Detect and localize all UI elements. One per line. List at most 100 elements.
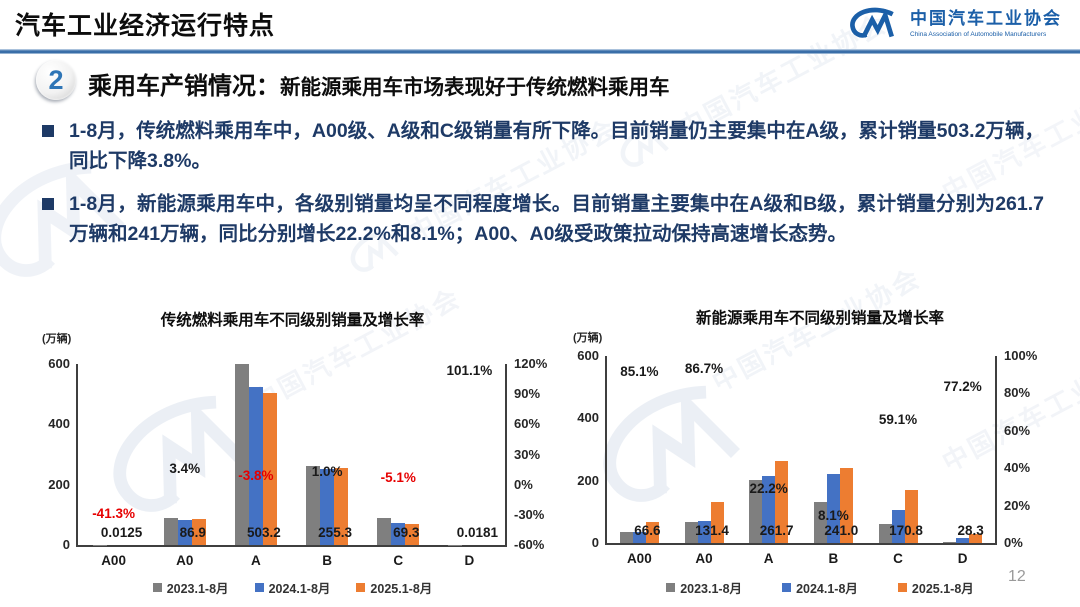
bar-2023.1-8月 bbox=[619, 531, 633, 543]
bar-value-label: 0.0125 bbox=[100, 525, 143, 540]
x-axis-label: D bbox=[957, 551, 968, 566]
y-axis-tick: 200 bbox=[577, 472, 599, 488]
pct-axis-tick: 60% bbox=[1004, 422, 1031, 438]
bar-value-label: 69.3 bbox=[393, 525, 420, 540]
axis-unit-label: (万辆) bbox=[42, 333, 72, 345]
chart-title: 新能源乘用车不同级别销量及增长率 bbox=[695, 310, 944, 327]
bar-value-label: 170.8 bbox=[889, 523, 923, 538]
bar-2024.1-8月 bbox=[391, 522, 406, 545]
x-axis-label: C bbox=[893, 551, 903, 566]
legend-item: 2025.1-8月 bbox=[356, 578, 432, 597]
bar-2023.1-8月 bbox=[684, 522, 698, 543]
legend-item: 2023.1-8月 bbox=[666, 578, 742, 597]
bar-value-label: 261.7 bbox=[759, 523, 794, 538]
pct-axis-tick: 120% bbox=[514, 356, 548, 371]
growth-rate-label: 1.0% bbox=[311, 463, 343, 479]
growth-rate-label: -3.8% bbox=[238, 468, 274, 484]
legend-swatch bbox=[782, 583, 792, 592]
bar-2023.1-8月 bbox=[813, 502, 827, 543]
pct-axis-tick: 80% bbox=[1004, 385, 1031, 401]
y-axis-tick: 600 bbox=[48, 356, 70, 371]
bar-2025.1-8月 bbox=[710, 502, 724, 543]
growth-rate-label: 86.7% bbox=[684, 360, 724, 376]
x-axis-label: A00 bbox=[101, 553, 126, 568]
bar-2024.1-8月 bbox=[632, 531, 646, 543]
bar-2025.1-8月 bbox=[262, 393, 277, 545]
bar-2024.1-8月 bbox=[320, 468, 335, 545]
legend-swatch bbox=[666, 583, 676, 592]
legend-swatch bbox=[897, 583, 907, 592]
bar-2025.1-8月 bbox=[191, 518, 206, 545]
pct-axis-tick: 40% bbox=[1004, 460, 1031, 476]
page-title: 汽车工业经济运行特点 bbox=[15, 12, 276, 40]
bar-value-label: 255.3 bbox=[318, 525, 352, 540]
growth-rate-label: -5.1% bbox=[380, 469, 416, 485]
bar-2023.1-8月 bbox=[306, 465, 321, 545]
plot-area bbox=[76, 364, 507, 547]
x-axis-label: A00 bbox=[626, 551, 652, 566]
bullet-item-1: 1-8月，传统燃料乘用车中，A00级、A级和C级销量有所下降。目前销量仍主要集中… bbox=[42, 116, 1044, 176]
legend-label: 2025.1-8月 bbox=[370, 582, 433, 596]
bar-2025.1-8月 bbox=[405, 524, 420, 545]
logo-en-text: China Association of Automobile Manufact… bbox=[910, 30, 1047, 38]
section-title: 乘用车产销情况： bbox=[88, 73, 280, 100]
bar-2023.1-8月 bbox=[878, 524, 892, 543]
legend-item: 2024.1-8月 bbox=[782, 578, 858, 597]
bar-2024.1-8月 bbox=[177, 519, 192, 545]
pct-axis-tick: 20% bbox=[1004, 497, 1031, 513]
axis-unit-label: (万辆) bbox=[573, 332, 603, 344]
bar-2025.1-8月 bbox=[775, 461, 789, 543]
pct-axis-tick: -30% bbox=[514, 506, 545, 522]
legend-label: 2023.1-8月 bbox=[166, 582, 229, 596]
growth-rate-label: 85.1% bbox=[620, 363, 659, 379]
page-number: 12 bbox=[1008, 568, 1026, 585]
bar-2024.1-8月 bbox=[891, 509, 905, 543]
x-axis-label: A0 bbox=[176, 553, 194, 568]
logo-cn-text: 中国汽车工业协会 bbox=[910, 9, 1062, 29]
growth-rate-label: 59.1% bbox=[878, 412, 918, 428]
bar-2024.1-8月 bbox=[826, 473, 840, 543]
caam-logo-icon bbox=[850, 7, 894, 38]
header-divider bbox=[0, 49, 1080, 54]
legend-item: 2023.1-8月 bbox=[152, 578, 229, 597]
bar-2024.1-8月 bbox=[956, 538, 970, 543]
growth-rate-label: 77.2% bbox=[943, 378, 982, 394]
pct-axis-tick: 100% bbox=[1004, 348, 1038, 363]
x-axis-label: A0 bbox=[695, 551, 713, 566]
pct-axis-tick: 60% bbox=[514, 416, 541, 432]
growth-rate-label: 22.2% bbox=[749, 481, 788, 497]
y-axis-tick: 0 bbox=[62, 537, 70, 552]
y-axis-tick: 400 bbox=[48, 416, 70, 432]
legend-label: 2024.1-8月 bbox=[268, 582, 331, 596]
bullet-item-2: 1-8月，新能源乘用车中，各级别销量均呈不同程度增长。目前销量主要集中在A级和B… bbox=[42, 189, 1044, 249]
y-axis-tick: 400 bbox=[577, 410, 599, 426]
bar-2023.1-8月 bbox=[749, 480, 763, 543]
caam-logo: 中国汽车工业协会 China Association of Automobile… bbox=[846, 5, 1062, 43]
y-axis-tick: 600 bbox=[577, 348, 599, 363]
bar-2023.1-8月 bbox=[163, 518, 178, 545]
pct-axis-tick: 0% bbox=[1004, 535, 1023, 550]
bar-value-label: 86.9 bbox=[179, 525, 206, 540]
pct-axis-tick: 90% bbox=[514, 386, 541, 402]
x-axis-label: D bbox=[464, 553, 475, 568]
chart-legend: 2023.1-8月 2024.1-8月 2025.1-8月 bbox=[40, 578, 545, 597]
bar-value-label: 241.0 bbox=[824, 523, 859, 538]
legend-item: 2024.1-8月 bbox=[254, 578, 331, 597]
legend-swatch bbox=[254, 583, 264, 592]
chart-title: 传统燃料乘用车不同级别销量及增长率 bbox=[160, 312, 425, 329]
y-axis-tick: 200 bbox=[48, 476, 70, 492]
bar-2025.1-8月 bbox=[645, 522, 659, 543]
chart-legend: 2023.1-8月 2024.1-8月 2025.1-8月 bbox=[565, 578, 1075, 597]
growth-rate-label: 8.1% bbox=[817, 507, 849, 523]
bar-value-label: 0.0181 bbox=[456, 525, 499, 540]
x-axis-label: B bbox=[322, 553, 332, 568]
bar-value-label: 28.3 bbox=[957, 523, 984, 538]
bar-2024.1-8月 bbox=[762, 476, 776, 543]
x-axis-label: C bbox=[393, 553, 404, 568]
bar-2023.1-8月 bbox=[377, 518, 392, 545]
bar-2025.1-8月 bbox=[969, 534, 983, 543]
pct-axis-tick: 0% bbox=[514, 476, 533, 492]
chart-traditional-fuel: 传统燃料乘用车不同级别销量及增长率 (万辆) 2023.1-8月 2024.1-8… bbox=[40, 308, 547, 603]
section-number-badge: 2 bbox=[36, 60, 76, 100]
